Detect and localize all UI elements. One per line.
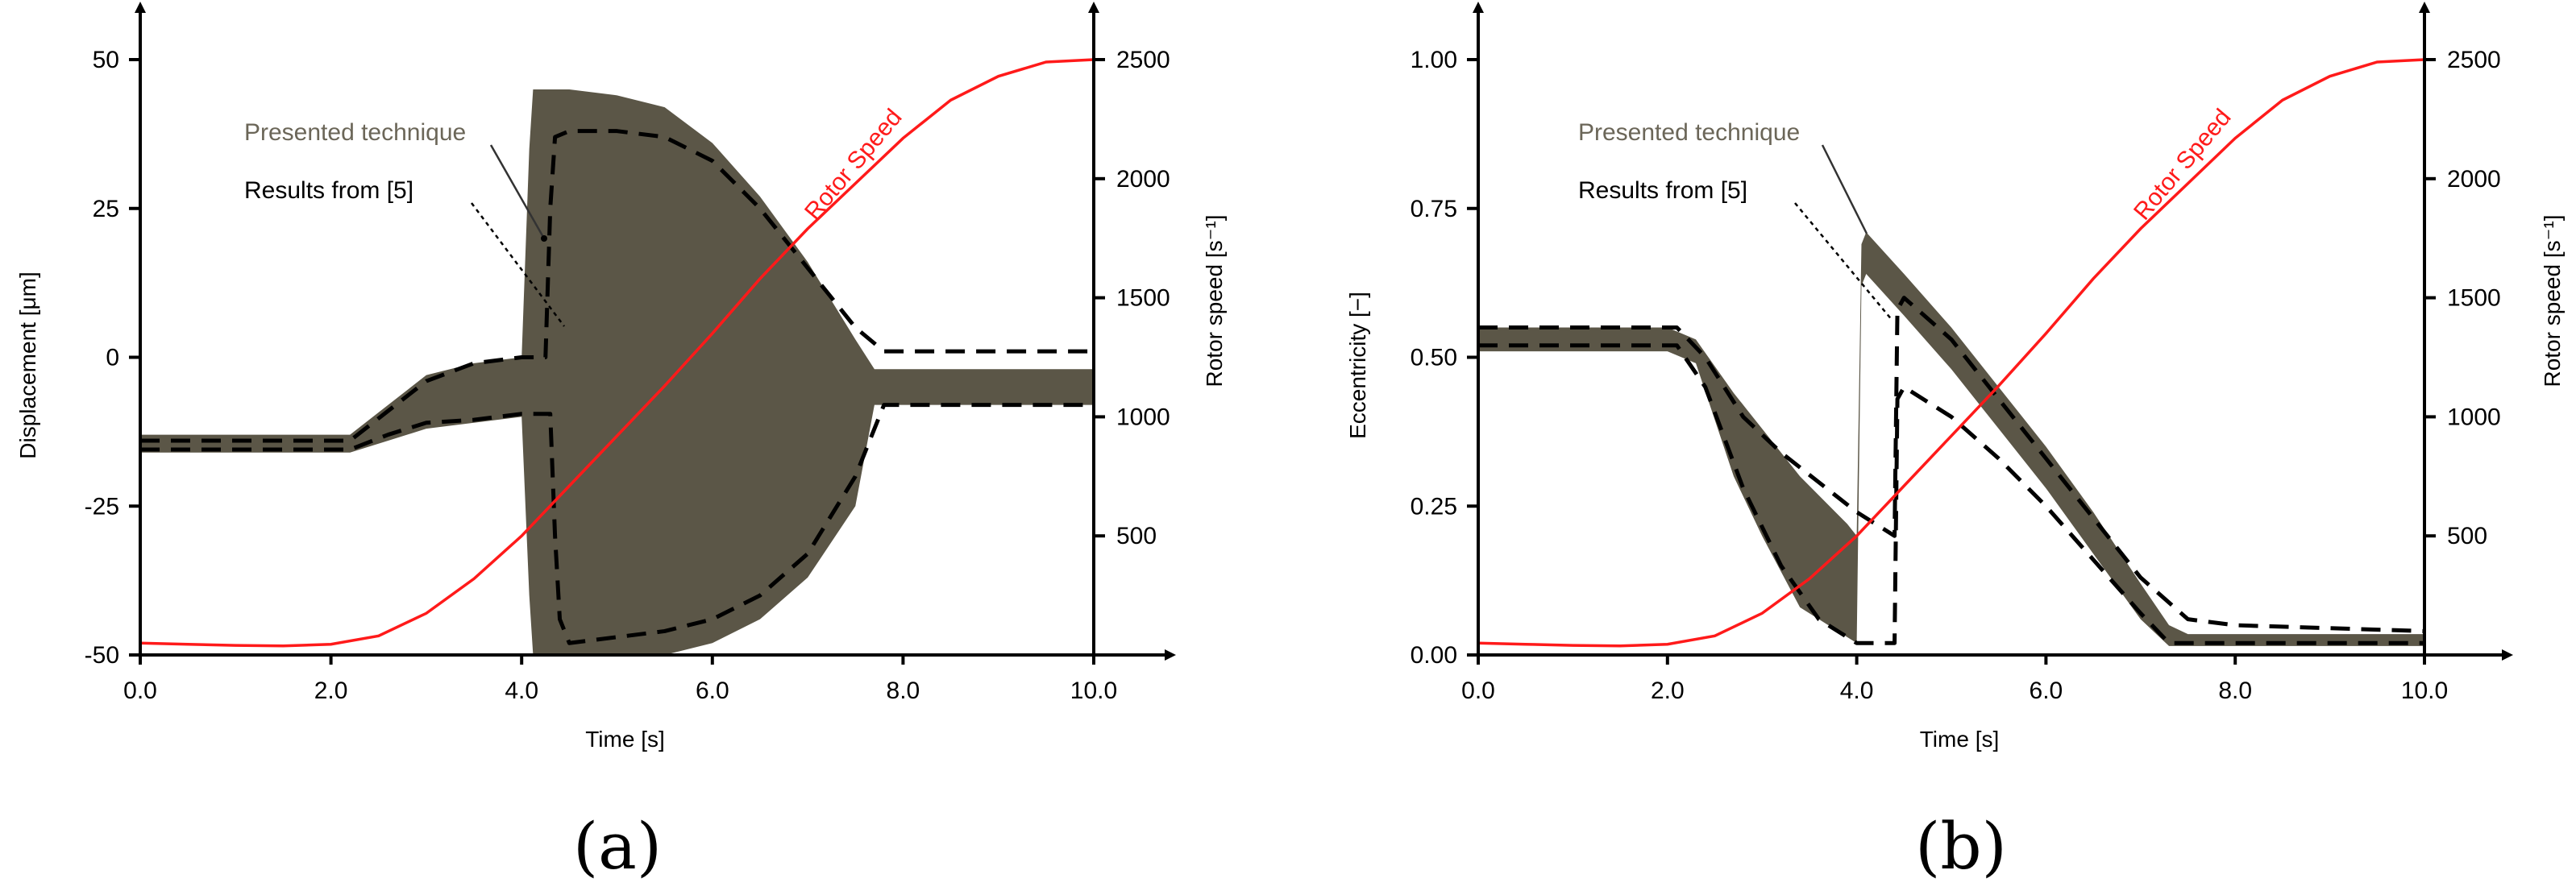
panel-label: (b) <box>1915 809 2007 884</box>
plot-series <box>1477 58 2425 648</box>
results-label-bg <box>1572 172 1799 208</box>
y2-axis-title: Rotor speed [s⁻¹] <box>2540 215 2565 387</box>
y2-tick-label: 500 <box>2447 523 2487 549</box>
results-upper-envelope <box>1478 296 2425 633</box>
y-axis-title: Eccentricity [−] <box>1345 292 1370 439</box>
x-tick-label: 2.0 <box>1651 678 1685 704</box>
y2-axis-arrow <box>1088 2 1099 13</box>
y-axis-arrow <box>135 2 146 13</box>
panel-label: (a) <box>573 809 662 884</box>
x-tick-label: 2.0 <box>314 678 348 704</box>
axes: 0.0 2.0 4.0 6.0 8.0 10.0 50 25 0 -25 -50 2500 2000 15… <box>15 2 1227 752</box>
x-tick-label: 4.0 <box>1840 678 1874 704</box>
y-tick-label: 50 <box>93 47 119 73</box>
presented-leader <box>489 144 546 239</box>
rotor-speed-label: Rotor Speed <box>800 104 908 225</box>
results-label-bg <box>238 172 465 208</box>
panel-a: 0.0 2.0 4.0 6.0 8.0 10.0 50 25 0 -25 -50 2500 2000 15… <box>15 2 1227 884</box>
presented-technique-label: Presented technique <box>244 119 466 146</box>
y2-axis-title: Rotor speed [s⁻¹] <box>1202 215 1227 387</box>
presented-leader-dot <box>541 235 547 242</box>
y2-tick-label: 2500 <box>1116 47 1170 73</box>
y2-tick-label: 1000 <box>2447 404 2501 430</box>
presented-leader <box>1821 144 1868 234</box>
y2-axis-arrow <box>2419 2 2430 13</box>
y-tick-label: -50 <box>85 642 119 669</box>
results-from-label: Results from [5] <box>1578 177 1747 204</box>
y-tick-label: 0.50 <box>1411 345 1457 371</box>
presented-label-bg <box>238 114 489 150</box>
presented-technique-band <box>1478 232 2424 646</box>
y-tick-label: 0.25 <box>1411 493 1457 520</box>
y-tick-label: 0.75 <box>1411 196 1457 222</box>
results-leader <box>471 202 565 327</box>
axes: 0.0 2.0 4.0 6.0 8.0 10.0 1.00 0.75 0.50 0.25 0.00 2… <box>1345 2 2565 752</box>
results-lower-envelope <box>1478 343 2424 645</box>
x-tick-label: 6.0 <box>696 678 729 704</box>
panel-b: 0.0 2.0 4.0 6.0 8.0 10.0 1.00 0.75 0.50 0.25 0.00 2… <box>1345 2 2565 884</box>
x-tick-label: 8.0 <box>887 678 920 704</box>
y-tick-label: -25 <box>85 493 119 520</box>
x-axis-title: Time [s] <box>1920 727 2000 752</box>
presented-label-bg <box>1572 114 1823 150</box>
rotor-speed-line <box>1477 58 2425 648</box>
y-tick-label: 1.00 <box>1411 47 1457 73</box>
results-upper-envelope <box>140 129 1094 443</box>
x-axis-arrow <box>2502 649 2513 661</box>
x-tick-label: 0.0 <box>123 678 157 704</box>
x-axis-arrow <box>1165 649 1176 661</box>
y2-tick-label: 500 <box>1116 523 1157 549</box>
plot-series <box>139 58 1095 655</box>
rotor-speed-line <box>139 58 1095 648</box>
presented-technique-label: Presented technique <box>1578 119 1800 146</box>
y-tick-label: 25 <box>93 196 119 222</box>
y-axis-title: Displacement [μm] <box>15 271 40 458</box>
y-axis-arrow <box>1473 2 1484 13</box>
results-lower-envelope <box>140 403 1094 645</box>
y2-tick-label: 2000 <box>2447 166 2501 193</box>
y-tick-label: 0.00 <box>1411 642 1457 669</box>
y-tick-label: 0 <box>106 345 119 371</box>
y2-tick-label: 1500 <box>1116 285 1170 312</box>
x-tick-label: 0.0 <box>1461 678 1495 704</box>
y2-tick-label: 1000 <box>1116 404 1170 430</box>
y2-tick-label: 2500 <box>2447 47 2501 73</box>
x-tick-label: 8.0 <box>2218 678 2252 704</box>
x-tick-label: 10.0 <box>2401 678 2448 704</box>
y2-tick-label: 1500 <box>2447 285 2501 312</box>
rotor-speed-label: Rotor Speed <box>2129 104 2237 225</box>
x-tick-label: 6.0 <box>2030 678 2063 704</box>
results-from-label: Results from [5] <box>244 177 413 204</box>
x-tick-label: 4.0 <box>505 678 538 704</box>
x-axis-title: Time [s] <box>585 727 665 752</box>
results-leader <box>1794 202 1893 321</box>
presented-technique-band <box>140 89 1094 655</box>
y2-tick-label: 2000 <box>1116 166 1170 193</box>
x-tick-label: 10.0 <box>1070 678 1117 704</box>
